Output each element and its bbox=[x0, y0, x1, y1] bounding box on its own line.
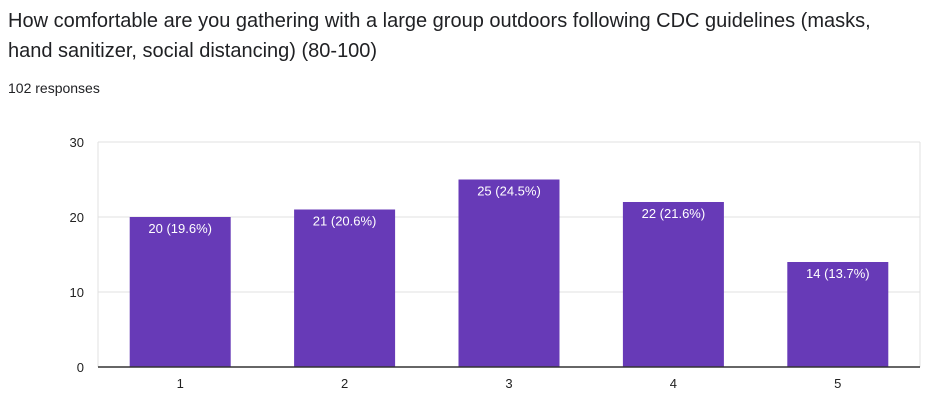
bar-data-label: 22 (21.6%) bbox=[642, 206, 706, 221]
bar-data-label: 20 (19.6%) bbox=[148, 221, 212, 236]
bar bbox=[458, 179, 560, 367]
bar-data-label: 21 (20.6%) bbox=[313, 214, 377, 229]
axes: 0 10 20 30 1 2 3 4 5 bbox=[70, 135, 920, 391]
bar bbox=[294, 209, 396, 367]
y-tick-label: 30 bbox=[70, 135, 84, 150]
data-labels: 20 (19.6%) 21 (20.6%) 25 (24.5%) 22 (21.6%)… bbox=[148, 184, 869, 282]
x-tick-label: 3 bbox=[505, 376, 512, 391]
bar-data-label: 14 (13.7%) bbox=[806, 266, 870, 281]
x-tick-label: 4 bbox=[670, 376, 677, 391]
x-tick-label: 1 bbox=[177, 376, 184, 391]
x-tick-label: 5 bbox=[834, 376, 841, 391]
bar bbox=[787, 262, 889, 367]
bars bbox=[129, 179, 889, 367]
response-count: 102 responses bbox=[8, 80, 100, 96]
bar bbox=[622, 202, 724, 367]
y-tick-label: 20 bbox=[70, 210, 84, 225]
bar-data-label: 25 (24.5%) bbox=[477, 184, 541, 199]
y-tick-label: 0 bbox=[77, 360, 84, 375]
x-tick-label: 2 bbox=[341, 376, 348, 391]
question-title: How comfortable are you gathering with a… bbox=[8, 10, 871, 62]
bar bbox=[129, 217, 231, 367]
y-tick-label: 10 bbox=[70, 285, 84, 300]
